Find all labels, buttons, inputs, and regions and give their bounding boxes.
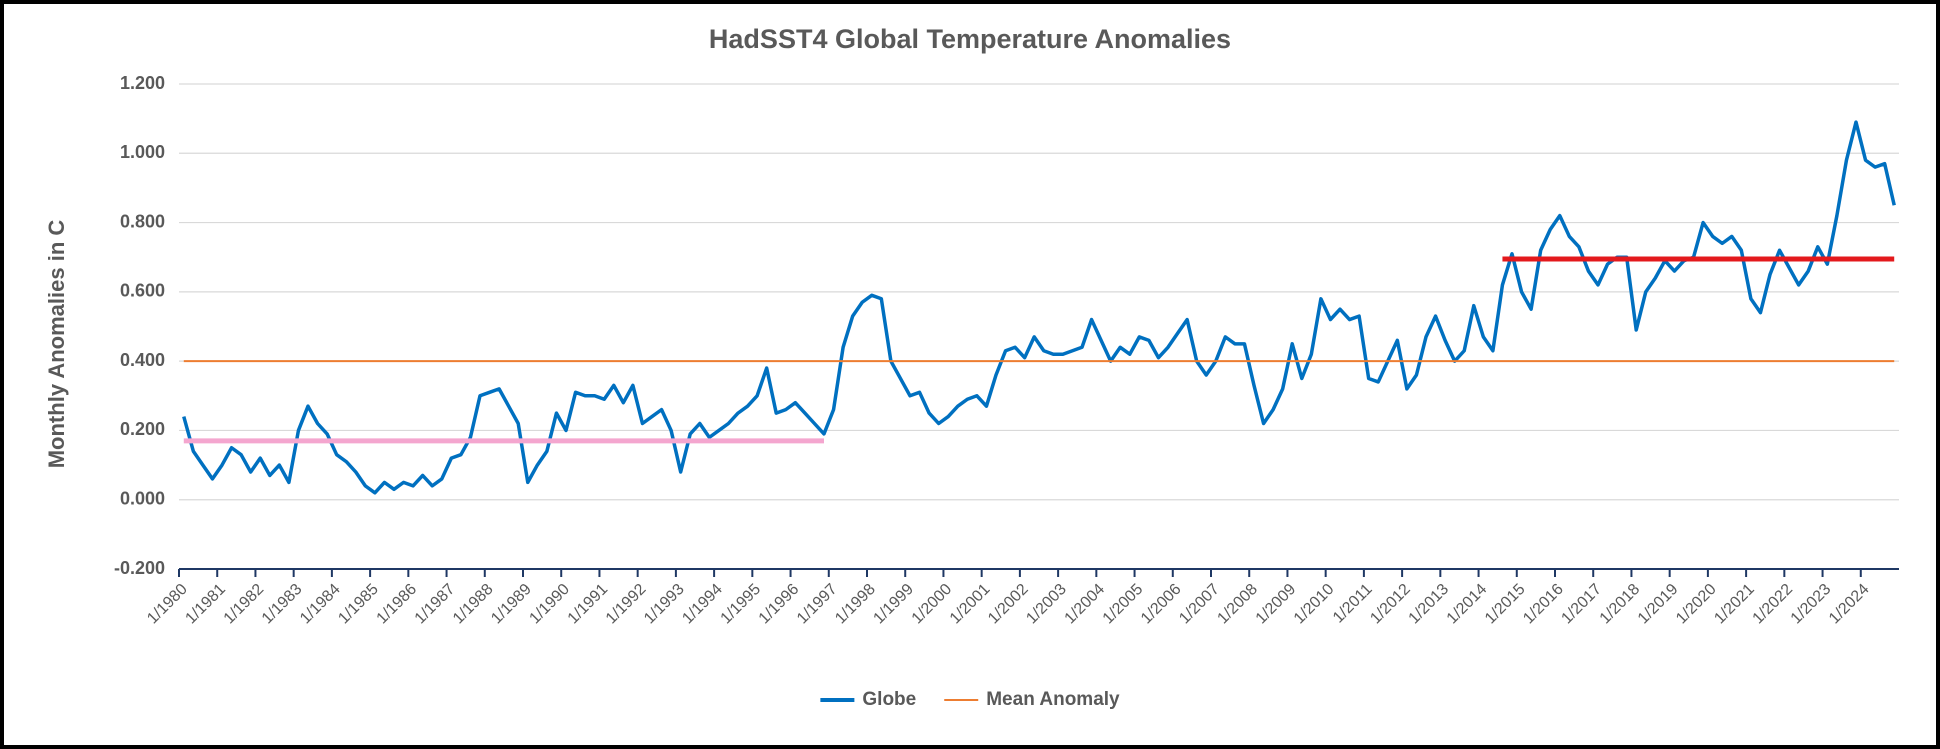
y-tick-label: 0.200 [120,419,165,439]
y-tick-label: 1.200 [120,73,165,93]
chart-title: HadSST4 Global Temperature Anomalies [709,24,1231,54]
y-tick-label: 0.000 [120,488,165,508]
legend-label: Globe [862,689,916,710]
legend-label: Mean Anomaly [986,689,1120,710]
y-tick-label: 0.800 [120,211,165,231]
y-tick-label: 1.000 [120,142,165,162]
legend: Globe Mean Anomaly [820,689,1120,710]
y-tick-label: 0.600 [120,281,165,301]
y-tick-label: 0.400 [120,350,165,370]
y-tick-label: -0.200 [114,558,165,578]
y-axis-title: Monthly Anomalies in C [44,220,69,469]
